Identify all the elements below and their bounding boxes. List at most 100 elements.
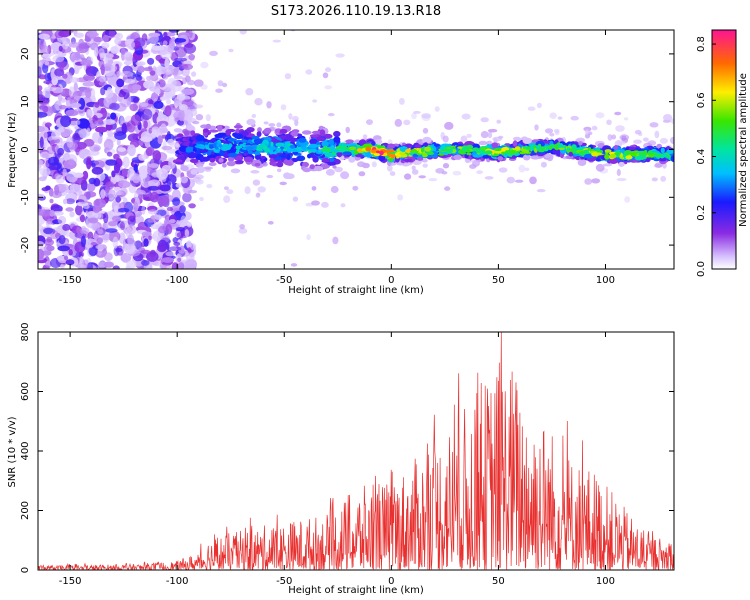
spectrogram-cell (540, 161, 547, 168)
spectrogram-cell (158, 111, 164, 120)
spectrogram-cell (161, 257, 174, 263)
spectrogram-cell (320, 163, 331, 169)
spectrogram-cell (167, 77, 177, 89)
spectrogram-cell (520, 148, 527, 152)
snr-y-tick-label: 400 (20, 441, 31, 460)
spectrogram-cell (52, 55, 65, 63)
spectrogram-cell (552, 148, 561, 155)
spectrogram-cell (127, 144, 136, 157)
spectrogram-cell (114, 37, 122, 45)
spectrogram-cell (297, 133, 303, 138)
spectrogram-cell (284, 73, 292, 80)
spectrogram-cell (163, 31, 168, 38)
spectrogram-cell (38, 33, 50, 40)
spectrogram-cell (54, 184, 60, 196)
spectrogram-cell (209, 145, 215, 149)
spectrogram-cell (259, 145, 264, 149)
spectrogram-cell (333, 136, 341, 143)
spectrogram-cell (288, 113, 293, 120)
spectrogram-cell (137, 66, 145, 73)
spectrogram-cell (186, 124, 195, 131)
spectrogram-cell (65, 198, 75, 205)
spectrogram-cell (266, 101, 272, 109)
spectrogram-cell (135, 61, 146, 66)
spectrogram-cell (148, 127, 153, 134)
spectrogram-cell (139, 169, 148, 179)
spectrogram-cell (166, 206, 174, 212)
spectrogram-cell (102, 112, 111, 118)
spectrogram-cell (670, 136, 674, 145)
spectrogram-cell (183, 130, 190, 136)
spectrogram-cell (578, 141, 583, 146)
spectrogram-cell (522, 137, 533, 144)
spectrogram-cells (38, 30, 674, 269)
spectrogram-cell (176, 93, 186, 101)
spectrogram-cell (371, 141, 376, 146)
spectrogram-cell (118, 92, 126, 98)
spectrogram-cell (215, 88, 223, 93)
spectrogram-cell (614, 151, 621, 156)
spectrogram-cell (75, 204, 83, 216)
spectrogram-cell (124, 242, 136, 255)
spectrogram-cell (62, 198, 68, 205)
spectrogram-cell (126, 224, 137, 235)
spectrogram-cell (38, 209, 51, 217)
spectrogram-cell (399, 97, 405, 105)
spectrogram-cell (268, 145, 276, 151)
spectrogram-cell (159, 264, 172, 269)
spectrogram-cell (654, 130, 660, 139)
spectrogram-cell (214, 133, 224, 138)
spectrogram-cell (604, 154, 610, 160)
spectrogram-cell (200, 156, 210, 162)
spectrogram-cell (228, 48, 234, 53)
spectrogram-cell (240, 139, 248, 143)
spectrogram-cell (175, 161, 184, 165)
spectrogram-cell (421, 113, 431, 119)
snr-x-tick-label: -150 (59, 576, 82, 587)
spectrogram-cell (604, 149, 612, 153)
spectrogram-cell (105, 228, 118, 233)
spectrogram-cell (66, 171, 78, 183)
spectrogram-cell (108, 188, 115, 201)
spectrogram-cell (413, 110, 421, 114)
spectrogram-y-tick-label: 20 (20, 48, 31, 61)
spectrogram-cell (83, 73, 95, 82)
spectrogram-cell (309, 134, 319, 138)
spectrogram-cell (404, 143, 413, 149)
spectrogram-cell (422, 163, 428, 168)
spectrogram-cell (41, 53, 52, 59)
spectrogram-cell (318, 149, 323, 153)
spectrogram-cell (190, 243, 196, 250)
spectrogram-cell (147, 218, 155, 223)
spectrogram-cell (120, 71, 133, 78)
spectrogram-cell (349, 146, 357, 151)
spectrogram-cell (63, 152, 71, 162)
spectrogram-cell (387, 149, 395, 153)
spectrogram-cell (157, 195, 170, 207)
spectrogram-cell (236, 160, 244, 164)
colorbar: 0.0 0.2 0.4 0.6 0.8 Normalized spectral ampl… (696, 29, 749, 277)
spectrogram-cell (38, 85, 43, 91)
spectrogram-cell (117, 147, 126, 153)
spectrogram-cell (345, 126, 351, 134)
spectrogram-cell (133, 192, 138, 200)
spectrogram-cell (222, 163, 227, 168)
spectrogram-cell (39, 167, 51, 177)
spectrogram-cell (348, 156, 356, 163)
spectrogram-cell (103, 212, 109, 224)
spectrogram-cell (306, 234, 311, 241)
spectrogram-y-tick-label: 10 (20, 95, 31, 108)
spectrogram-cell (199, 196, 204, 202)
spectrogram-cell (71, 132, 81, 145)
spectrogram-cell (99, 76, 106, 83)
spectrogram-cell (168, 38, 175, 50)
spectrogram-cell (260, 155, 266, 160)
colorbar-tick-label: 0.8 (696, 36, 707, 52)
spectrogram-cell (397, 194, 404, 201)
spectrogram-cell (491, 149, 495, 155)
spectrogram-cell (106, 151, 113, 157)
spectrogram-cell (189, 55, 195, 62)
spectrogram-cell (103, 261, 114, 268)
spectrogram-cell (312, 99, 317, 103)
spectrogram-cell (165, 223, 173, 235)
